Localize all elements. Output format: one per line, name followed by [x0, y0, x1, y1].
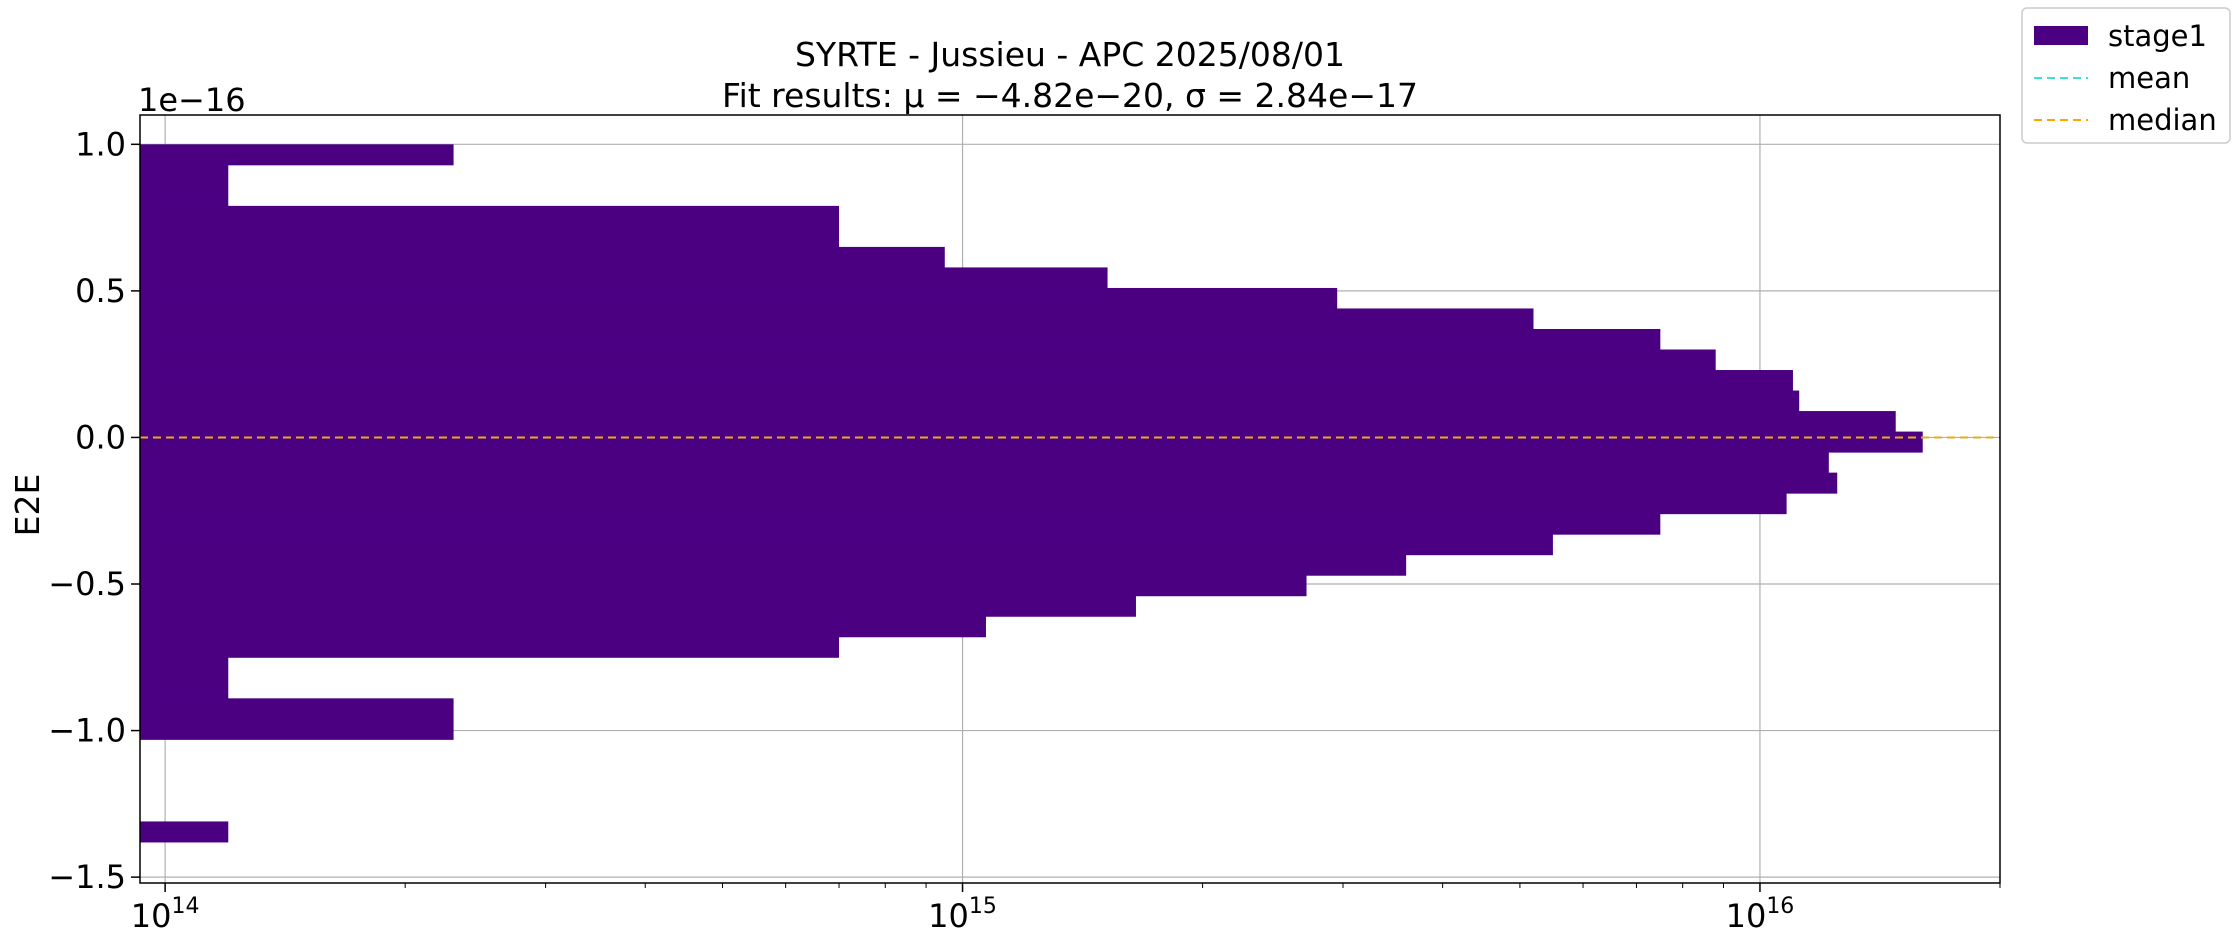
histogram-bar [140, 390, 1800, 412]
y-axis: 1.0 0.5 0.0 −0.5 −1.0 −1.5 [48, 125, 140, 896]
y-tick-label: −1.5 [48, 858, 126, 896]
y-tick-label: 0.0 [75, 418, 126, 456]
histogram-bar [140, 267, 1108, 289]
y-tick-label: 1.0 [75, 125, 126, 163]
histogram-bar [140, 575, 1307, 597]
chart-subtitle: Fit results: μ = −4.82e−20, σ = 2.84e−17 [722, 76, 1418, 115]
y-tick-label: −1.0 [48, 712, 126, 750]
histogram-bar [140, 513, 1661, 535]
histogram-bar [140, 595, 1136, 617]
y-axis-label: E2E [8, 474, 47, 537]
x-axis: 1014 1015 1016 [131, 883, 2001, 935]
histogram-bar [140, 698, 454, 740]
x-tick-label: 1015 [928, 894, 997, 935]
y-tick-label: −0.5 [48, 565, 126, 603]
histogram-bar [140, 349, 1716, 371]
histogram-bar [140, 452, 1829, 474]
histogram-bar [140, 328, 1661, 351]
chart-title: SYRTE - Jussieu - APC 2025/08/01 [795, 35, 1345, 74]
bars-layer [140, 144, 1923, 843]
histogram-bar [140, 554, 1407, 576]
legend-label-median: median [2108, 103, 2217, 137]
x-tick-label: 1016 [1726, 894, 1795, 935]
histogram-bar [140, 616, 986, 638]
y-offset-label: 1e−16 [138, 81, 246, 119]
histogram-bar [140, 636, 840, 658]
histogram-bar [140, 534, 1553, 556]
legend-label-stage1: stage1 [2108, 19, 2207, 53]
legend: stage1 mean median [2021, 7, 2231, 144]
x-tick-label: 1014 [131, 894, 200, 935]
y-tick-label: 0.5 [75, 272, 126, 310]
histogram-bar [140, 411, 1896, 433]
histogram-bar [140, 370, 1793, 392]
histogram-bar [140, 164, 229, 207]
histogram-bar [140, 205, 840, 248]
legend-label-mean: mean [2108, 61, 2190, 95]
histogram-bar [140, 657, 229, 699]
histogram-bar [140, 246, 945, 268]
histogram-bar [140, 472, 1838, 494]
histogram-bar [140, 308, 1534, 330]
histogram-bar [140, 431, 1923, 453]
legend-swatch-stage1 [2034, 26, 2088, 45]
histogram-bar [140, 493, 1787, 515]
plot-frame [139, 114, 2001, 884]
histogram-bar [140, 287, 1338, 309]
histogram-bar [140, 144, 454, 166]
histogram-bar [140, 821, 229, 843]
